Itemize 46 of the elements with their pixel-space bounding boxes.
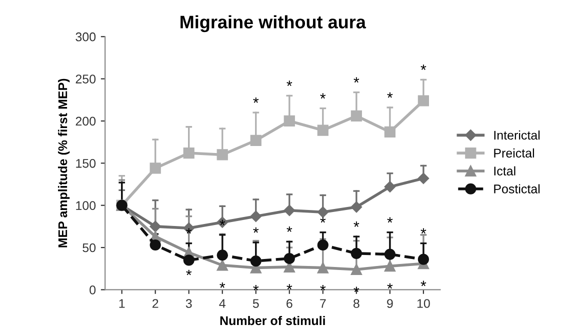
annotation: *: [286, 284, 292, 290]
legend-label: Ictal: [494, 166, 516, 176]
annotation: *: [387, 283, 393, 289]
annotation: *: [420, 280, 426, 286]
x-tick-label: 2: [152, 299, 158, 308]
annotation: *: [253, 227, 259, 233]
y-tick-label: 150: [76, 158, 96, 168]
annotation: *: [286, 80, 292, 86]
y-tick-label: 300: [76, 32, 96, 42]
y-axis-title: MEP amplitude (% first MEP): [58, 78, 70, 248]
y-tick-label: 50: [82, 243, 96, 252]
annotation: *: [220, 282, 226, 288]
y-tick-label: 0: [90, 286, 96, 294]
annotation: *: [320, 93, 326, 99]
annotation: *: [420, 228, 426, 234]
y-tick-label: 200: [76, 116, 96, 126]
annotation: *: [354, 77, 360, 83]
x-tick-label: 5: [252, 299, 259, 308]
annotation: *: [253, 97, 259, 103]
annotation: *: [253, 285, 259, 290]
x-tick-label: 4: [219, 299, 226, 308]
x-tick-label: 6: [286, 299, 292, 308]
legend-label: Interictal: [494, 130, 540, 140]
legend-label: Preictal: [494, 148, 534, 158]
y-tick-label: 100: [76, 201, 96, 210]
x-axis-title: Number of stimuli: [220, 316, 325, 326]
x-tick-label: 1: [119, 299, 125, 308]
annotation: *: [420, 64, 426, 70]
annotation: *: [286, 226, 292, 232]
annotation: *: [354, 221, 360, 227]
x-tick-label: 3: [186, 299, 192, 308]
x-tick-label: 10: [417, 299, 430, 308]
x-tick-label: 7: [320, 299, 326, 308]
annotation: *: [354, 286, 360, 292]
annotation: *: [320, 285, 326, 290]
annotation: *: [186, 270, 192, 276]
annotation: *: [186, 228, 192, 234]
annotation: *: [387, 217, 393, 223]
legend-label: Postictal: [494, 184, 540, 194]
annotation: *: [320, 217, 326, 223]
x-tick-label: 9: [387, 299, 393, 308]
annotation: *: [220, 220, 226, 226]
annotation: *: [387, 92, 393, 98]
chart-title: Migraine without aura: [180, 15, 366, 32]
x-tick-label: 8: [353, 299, 360, 308]
y-tick-label: 250: [76, 74, 96, 84]
